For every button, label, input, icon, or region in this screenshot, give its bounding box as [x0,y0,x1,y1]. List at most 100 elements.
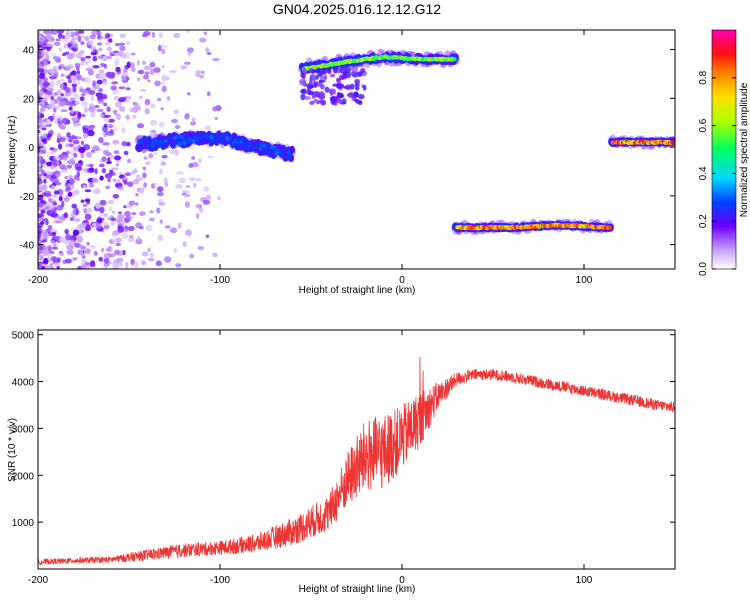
colorbar-label: Normalized spectral amplitude [739,82,750,217]
band-scatter [342,71,347,78]
noise-blob [116,69,122,75]
noise-blob [81,93,86,97]
noise-field-marks [38,30,222,269]
noise-blob [99,72,107,80]
noise-blob [57,132,61,139]
noise-blob [116,257,124,263]
noise-blob [89,245,96,249]
noise-blob [150,103,156,109]
noise-blob [38,222,43,229]
band-scatter [346,93,353,97]
noise-blob [81,100,88,108]
noise-blob [108,206,113,212]
noise-blob [62,84,67,91]
band-scatter [317,83,323,87]
noise-blob [112,178,117,182]
noise-blob [79,50,85,55]
noise-blob [71,83,78,88]
noise-blob [147,258,155,262]
noise-blob [76,74,82,81]
noise-blob [168,148,175,155]
noise-blob [79,62,85,66]
noise-blob [58,47,63,52]
noise-blob [191,117,196,122]
noise-blob [82,184,87,189]
noise-blob [40,81,44,88]
noise-blob [204,125,212,131]
noise-blob [198,37,207,43]
band-scatter [333,67,338,74]
band-scatter [308,67,314,73]
snr-y-label: SNR (10 * v/v) [7,418,18,482]
noise-blob [58,237,66,243]
noise-blob [191,156,196,160]
noise-blob [88,163,95,167]
noise-blob [82,127,89,134]
y-tick-label: 2000 [12,471,35,482]
noise-blob [51,159,57,165]
noise-blob [123,205,127,209]
band-peak [174,135,180,139]
noise-blob [106,246,114,253]
noise-blob [86,199,90,205]
noise-blob [83,106,89,113]
x-tick-label: -200 [28,575,48,586]
band-scatter [313,91,321,98]
noise-blob [99,163,105,168]
noise-blob [64,51,70,55]
noise-blob [103,262,110,267]
band-scatter [354,99,359,103]
noise-blob [188,145,196,150]
noise-blob [106,46,113,52]
noise-blob [97,30,102,37]
noise-blob [49,129,54,135]
noise-blob [86,153,92,158]
y-tick-label: 1000 [12,518,35,529]
noise-blob [38,32,43,38]
noise-blob [64,228,69,235]
noise-blob [161,48,166,55]
noise-blob [46,170,52,175]
band-scatter [300,93,306,101]
noise-blob [41,43,48,50]
noise-blob [136,77,141,82]
noise-blob [38,173,42,178]
band-peak [212,137,217,142]
band-scatter [300,88,305,94]
noise-blob [76,248,84,254]
noise-blob [133,261,139,269]
noise-blob [86,241,90,246]
noise-blob [110,85,117,91]
noise-blob [141,260,146,266]
noise-blob [85,78,92,85]
noise-blob [65,100,72,106]
noise-blob [143,31,151,36]
noise-blob [111,167,119,171]
noise-blob [65,143,70,148]
noise-blob [50,95,55,101]
noise-blob [93,251,98,256]
noise-blob [127,237,135,242]
noise-blob [43,30,50,35]
noise-blob [74,101,81,105]
noise-blob [153,67,161,73]
noise-blob [114,42,121,47]
noise-blob [79,88,87,93]
noise-blob [60,109,68,113]
band-peak [671,140,675,145]
noise-blob [103,257,110,264]
noise-blob [63,212,68,219]
noise-blob [159,219,163,224]
noise-blob [44,193,52,197]
noise-blob [163,177,168,185]
noise-blob [38,235,41,240]
band-peak [229,138,234,143]
noise-blob [135,193,139,197]
noise-blob [141,60,147,65]
chart-title: GN04.2025.016.12.12.G12 [273,1,441,17]
noise-blob [102,80,108,86]
noise-blob [156,207,161,214]
noise-blob [184,201,190,208]
noise-blob [82,219,89,223]
noise-blob [71,36,78,41]
